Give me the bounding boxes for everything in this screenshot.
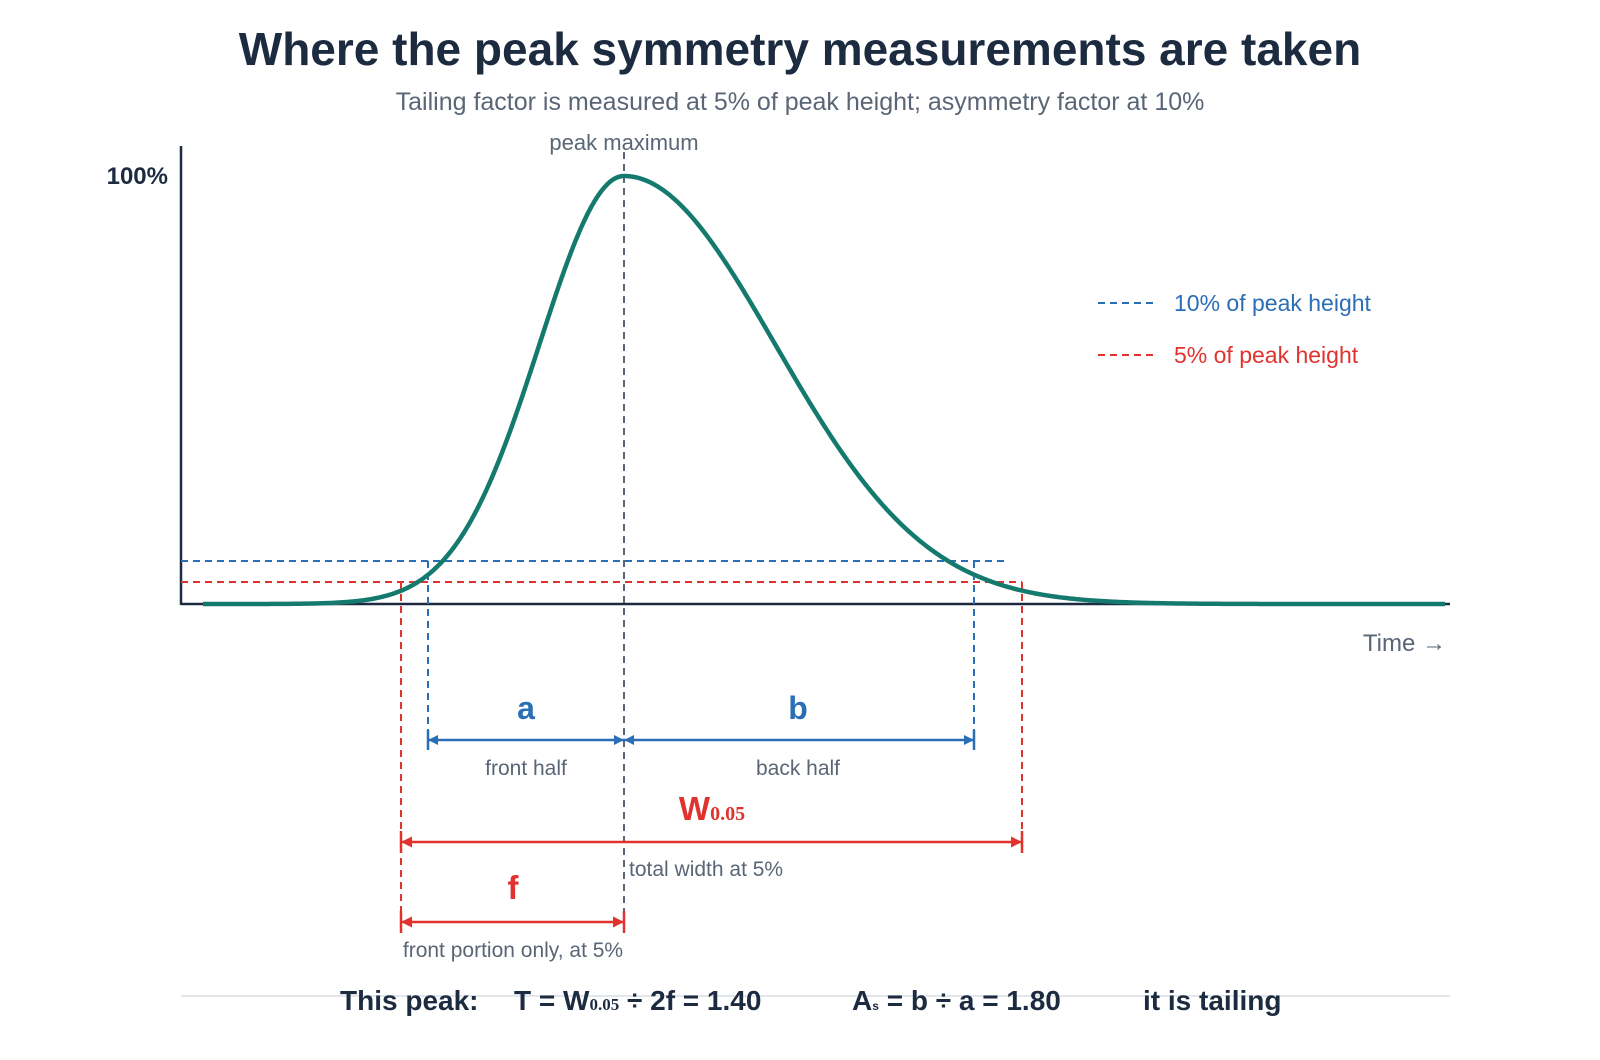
x-axis-label: Time → bbox=[1363, 630, 1446, 657]
peak-maximum-label: peak maximum bbox=[549, 130, 698, 155]
tailing-formula-rhs: ÷ 2f = 1.40 bbox=[619, 985, 762, 1016]
footer-verdict: it is tailing bbox=[1143, 985, 1282, 1016]
y-top-label: 100% bbox=[107, 163, 168, 190]
chart-title: Where the peak symmetry measurements are… bbox=[238, 23, 1362, 75]
legend-five-percent-label: 5% of peak height bbox=[1174, 342, 1359, 368]
chart-subtitle: Tailing factor is measured at 5% of peak… bbox=[395, 88, 1205, 116]
footer-asymmetry-formula: As = b ÷ a = 1.80 bbox=[852, 985, 1061, 1017]
asymmetry-formula-sub: s bbox=[872, 999, 879, 1013]
peak-curve bbox=[202, 173, 1446, 607]
f-letter: f bbox=[508, 869, 520, 906]
b-caption: back half bbox=[756, 757, 840, 780]
tailing-formula-sub: 0.05 bbox=[589, 995, 620, 1014]
footer-tailing-formula: T = W0.05 ÷ 2f = 1.40 bbox=[514, 985, 761, 1017]
asymmetry-formula-lhs: A bbox=[852, 985, 873, 1016]
b-letter: b bbox=[788, 690, 808, 726]
footer-lead: This peak: bbox=[340, 985, 479, 1016]
tailing-formula-lhs: T = W bbox=[514, 985, 590, 1016]
legend-ten-percent-label: 10% of peak height bbox=[1174, 290, 1372, 316]
w-letter-main: W bbox=[679, 790, 711, 827]
w-caption: total width at 5% bbox=[629, 858, 783, 881]
w-letter-sub: 0.05 bbox=[710, 803, 745, 825]
w-letter: W0.05 bbox=[679, 790, 745, 827]
f-caption: front portion only, at 5% bbox=[403, 939, 623, 962]
a-caption: front half bbox=[485, 757, 567, 780]
asymmetry-formula-rhs: = b ÷ a = 1.80 bbox=[878, 985, 1061, 1016]
a-letter: a bbox=[517, 690, 535, 726]
